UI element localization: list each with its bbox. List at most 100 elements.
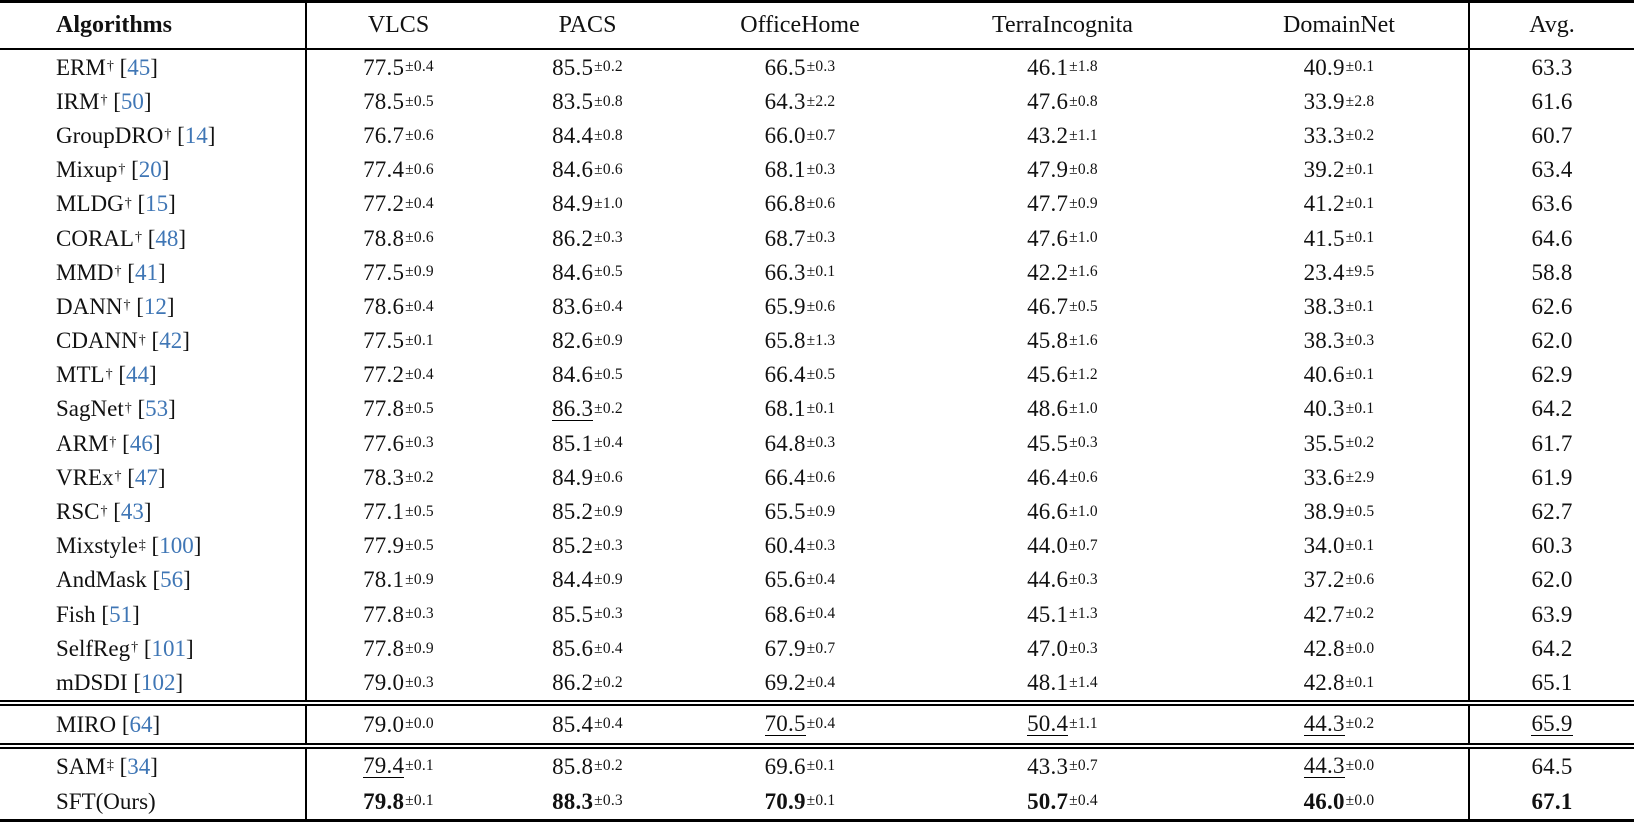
- plus-minus-icon: ±: [594, 229, 603, 247]
- score-value: 69.2: [764, 669, 806, 695]
- table-row: GroupDRO † [14] 76.7 ±0.6 84.4 ±0.8 66.0 ±0.7 43…: [0, 118, 1634, 153]
- value-cell: 84.6 ±0.5: [490, 255, 685, 289]
- plus-minus-icon: ±: [594, 400, 603, 418]
- plus-minus-icon: ±: [405, 160, 414, 178]
- plus-minus-value: ±0.8: [594, 93, 623, 110]
- plus-minus-value: ±0.2: [1346, 435, 1375, 451]
- value-cell: 79.4 ±0.1: [305, 748, 490, 784]
- plus-minus-icon: ±: [405, 605, 414, 623]
- citation-link[interactable]: 100: [159, 533, 194, 559]
- avg-cell: 64.5: [1468, 748, 1634, 784]
- plus-minus-value: ±0.4: [807, 674, 836, 691]
- std-value: 2.9: [1354, 468, 1375, 486]
- std-value: 0.2: [1354, 434, 1375, 452]
- citation-link[interactable]: 50: [120, 88, 144, 114]
- score-value: 86.2: [552, 669, 594, 695]
- citation-link[interactable]: 46: [129, 430, 153, 456]
- table-row: MLDG † [15] 77.2 ±0.4 84.9 ±1.0 66.8 ±0.6 47.7 ±0…: [0, 186, 1634, 221]
- citation-link[interactable]: 64: [129, 711, 153, 737]
- score-value: 44.3: [1303, 711, 1345, 737]
- citation-link[interactable]: 56: [160, 567, 184, 593]
- score-value: 65.5: [764, 499, 806, 525]
- score-value: 66.8: [764, 191, 806, 217]
- avg-value: 62.0: [1531, 328, 1573, 354]
- plus-minus-value: ±0.4: [807, 572, 836, 588]
- std-value: 0.1: [1354, 673, 1375, 691]
- std-value: 1.4: [1077, 673, 1098, 691]
- plus-minus-value: ±0.1: [1346, 401, 1375, 417]
- plus-minus-icon: ±: [1069, 263, 1078, 281]
- algorithm-suffix: (Ours): [95, 788, 156, 814]
- score-value: 38.9: [1303, 499, 1345, 525]
- citation-link[interactable]: 53: [145, 396, 169, 422]
- score-value: 46.4: [1027, 464, 1069, 490]
- plus-minus-value: ±0.7: [1069, 758, 1098, 774]
- avg-cell: 62.0: [1468, 562, 1634, 597]
- std-value: 0.6: [602, 160, 623, 178]
- std-value: 1.0: [602, 195, 623, 213]
- std-value: 0.9: [602, 502, 623, 520]
- value-cell: 77.8 ±0.9: [305, 631, 490, 666]
- value-cell: 44.3 ±0.0: [1210, 749, 1468, 784]
- plus-minus-icon: ±: [405, 92, 414, 110]
- avg-value: 62.6: [1531, 293, 1573, 319]
- std-value: 0.0: [1354, 792, 1375, 810]
- std-value: 0.9: [413, 263, 434, 281]
- citation-link[interactable]: 51: [109, 601, 133, 627]
- avg-value: 63.3: [1531, 54, 1573, 80]
- citation-link[interactable]: 47: [134, 464, 158, 490]
- std-value: 0.4: [815, 715, 836, 733]
- algorithm-name: MIRO: [56, 711, 117, 737]
- plus-minus-icon: ±: [594, 434, 603, 452]
- plus-minus-icon: ±: [1345, 792, 1355, 810]
- std-value: 0.0: [1354, 757, 1375, 775]
- score-value: 85.5: [552, 601, 594, 627]
- std-value: 0.5: [815, 366, 836, 384]
- citation-link[interactable]: 12: [143, 293, 167, 319]
- citation-link[interactable]: 20: [138, 157, 162, 183]
- plus-minus-value: ±1.3: [1069, 606, 1098, 622]
- citation-link[interactable]: 101: [151, 635, 187, 661]
- value-cell: 50.7 ±0.4: [915, 784, 1210, 819]
- avg-value: 63.4: [1531, 157, 1573, 183]
- table-row: SagNet † [53] 77.8 ±0.5 86.3 ±0.2 68.1 ±0.1 48.6…: [0, 391, 1634, 427]
- citation-link[interactable]: 102: [140, 669, 176, 695]
- value-cell: 84.6 ±0.5: [490, 358, 685, 392]
- citation-link[interactable]: 34: [127, 753, 151, 779]
- bracket-open: [: [137, 191, 146, 217]
- score-value: 37.2: [1303, 567, 1345, 593]
- citation-link[interactable]: 14: [184, 122, 208, 148]
- std-value: 0.3: [413, 434, 434, 452]
- algorithm-name: MLDG: [56, 191, 124, 217]
- value-cell: 68.6 ±0.4: [685, 597, 915, 631]
- value-cell: 68.1 ±0.1: [685, 392, 915, 426]
- value-cell: 48.6 ±1.0: [915, 392, 1210, 426]
- table-row: SelfReg † [101] 77.8 ±0.9 85.6 ±0.4 67.9 ±0.7 47…: [0, 631, 1634, 666]
- citation-link[interactable]: 42: [159, 328, 183, 354]
- algorithm-name: AndMask: [56, 567, 147, 593]
- bracket-open: [: [119, 54, 128, 80]
- plus-minus-icon: ±: [806, 195, 816, 213]
- citation-link[interactable]: 15: [145, 191, 169, 217]
- plus-minus-value: ±0.3: [1069, 640, 1098, 657]
- citation-link[interactable]: 41: [134, 259, 158, 285]
- table-row: ARM † [46] 77.6 ±0.3 85.1 ±0.4 64.8 ±0.3 45.5 ±0.…: [0, 426, 1634, 461]
- score-value: 77.9: [363, 533, 405, 559]
- plus-minus-value: ±0.2: [1346, 127, 1375, 144]
- std-value: 1.0: [1077, 229, 1098, 247]
- score-value: 79.4: [363, 753, 405, 779]
- citation-link[interactable]: 43: [120, 499, 144, 525]
- score-value: 42.7: [1303, 601, 1345, 627]
- score-value: 34.0: [1303, 533, 1345, 559]
- citation-link[interactable]: 44: [125, 362, 149, 388]
- citation-link[interactable]: 45: [127, 54, 151, 80]
- bracket-open: [: [131, 157, 139, 183]
- citation-link[interactable]: 48: [155, 225, 179, 251]
- score-value: 77.1: [363, 499, 405, 525]
- std-value: 0.1: [1354, 58, 1375, 76]
- table-row: ERM † [45] 77.5 ±0.4 85.5 ±0.2 66.5 ±0.3 46.1 ±1.…: [0, 50, 1634, 85]
- score-value: 85.2: [552, 533, 594, 559]
- value-cell: 68.1 ±0.3: [685, 153, 915, 187]
- avg-cell: 62.9: [1468, 357, 1634, 392]
- algorithm-cell: SFT (Ours): [0, 784, 305, 819]
